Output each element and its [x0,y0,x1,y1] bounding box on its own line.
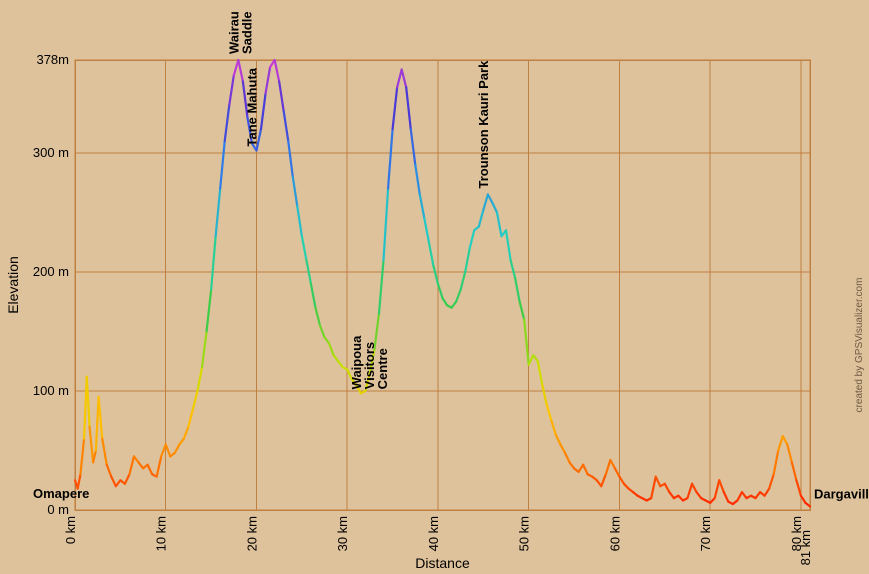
elevation-chart: 0 km 10 km 20 km 30 km 40 km 50 km 60 km 70 km 8… [0,0,869,574]
chart-background [0,0,869,574]
x-tick-label: 60 km [607,516,622,551]
x-tick-label: 0 km [63,516,78,544]
y-axis-title: Elevation [5,256,21,314]
x-tick-label: 50 km [517,516,532,551]
annotation-dargaville: Dargaville [814,486,869,501]
annotation-tane-mahuta: Tane Mahuta [244,67,259,146]
x-tick-label: 20 km [244,516,259,551]
annotation-omapere: Omapere [33,486,89,501]
annotation-trounson: Trounson Kauri Park [476,60,491,189]
x-tick-label: 70 km [698,516,713,551]
y-tick-label: 100 m [33,383,69,398]
x-axis-title: Distance [415,555,470,571]
chart-svg: 0 km 10 km 20 km 30 km 40 km 50 km 60 km 70 km 8… [0,0,869,574]
y-tick-label: 300 m [33,145,69,160]
x-tick-label: 10 km [154,516,169,551]
y-tick-label: 0 m [47,502,69,517]
y-tick-label: 378m [36,52,69,67]
y-tick-label: 200 m [33,264,69,279]
x-tick-label: 40 km [426,516,441,551]
x-tick-label: 81 km [798,530,813,565]
annotation-wairau-saddle: WairauSaddle [226,11,254,54]
x-tick-label: 30 km [335,516,350,551]
credit-text: created by GPSVisualizer.com [854,278,865,413]
